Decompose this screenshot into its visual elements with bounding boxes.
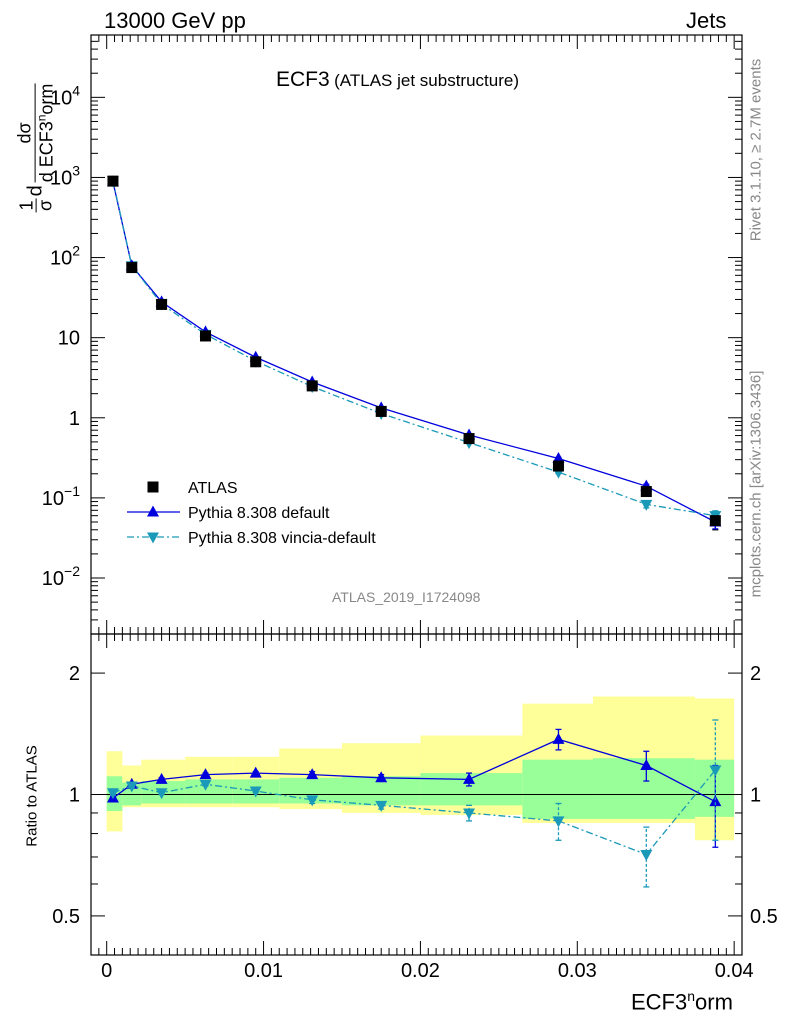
top-point-atlas-1 bbox=[126, 262, 138, 274]
top-ytick-label-0: 10−2 bbox=[42, 563, 80, 590]
legend-marker-2 bbox=[147, 532, 159, 544]
ratio-point-pythia_vincia-1 bbox=[125, 781, 138, 793]
top-point-atlas-6 bbox=[375, 405, 387, 417]
top-point-atlas-8 bbox=[552, 460, 564, 472]
top-point-atlas-7 bbox=[463, 433, 475, 445]
top-ytick-label-6: 104 bbox=[50, 82, 80, 109]
y-d: d bbox=[24, 185, 47, 197]
legend-label-0: ATLAS bbox=[188, 480, 238, 497]
plot-title-sub: (ATLAS jet substructure) bbox=[334, 71, 519, 90]
beam-energy-label: 13000 GeV pp bbox=[104, 8, 246, 33]
rivet-version-label: Rivet 3.1.10, ≥ 2.7M events bbox=[747, 58, 765, 242]
ratio-ytick-label-left-2: 2 bbox=[69, 663, 80, 685]
y-sup: n bbox=[34, 114, 49, 122]
ratio-uncertainty-bands bbox=[106, 696, 735, 841]
ratio-point-pythia_vincia-8 bbox=[552, 816, 565, 828]
y-frac-num: 1 bbox=[16, 200, 37, 211]
top-point-atlas-3 bbox=[200, 330, 212, 342]
top-ytick-label-4: 102 bbox=[50, 243, 80, 270]
plot-title: ECF3 (ATLAS jet substructure) bbox=[276, 68, 519, 92]
ratio-ytick-label-right-0: 0.5 bbox=[750, 906, 778, 928]
ratio-point-pythia_vincia-7 bbox=[463, 808, 476, 820]
legend-label-2: Pythia 8.308 vincia-default bbox=[188, 530, 376, 547]
x-axis-label-sup: n bbox=[687, 988, 696, 1004]
top-ytick-base: 10 bbox=[42, 568, 64, 590]
top-ytick-base: 10 bbox=[50, 167, 72, 189]
top-point-pythia_vincia-9 bbox=[640, 499, 653, 511]
ratio-point-pythia_default-9 bbox=[640, 759, 653, 771]
ratio-point-pythia_default-7 bbox=[463, 772, 476, 784]
ratio-ytick-label-right-1: 1 bbox=[750, 785, 761, 807]
x-axis-label: ECF3norm bbox=[631, 988, 733, 1015]
top-point-atlas-0 bbox=[107, 175, 119, 187]
top-point-atlas-5 bbox=[306, 380, 318, 392]
ratio-panel-series bbox=[106, 719, 722, 888]
legend: ATLAS Pythia 8.308 default Pythia 8.308 vi… bbox=[127, 480, 376, 547]
top-y-axis-label: 1 σ d dσ d ECF3norm bbox=[14, 83, 57, 213]
xtick-label-2: 0.02 bbox=[401, 960, 440, 982]
ratio-axis-label: Ratio to ATLAS bbox=[23, 745, 41, 847]
ratio-point-pythia_vincia-4 bbox=[249, 786, 262, 798]
ratio-ytick-label-right-2: 2 bbox=[750, 663, 761, 685]
ratio-point-pythia_default-2 bbox=[155, 772, 168, 784]
top-ytick-exp: 3 bbox=[72, 162, 80, 178]
y-dsigma-den: d ECF3 bbox=[36, 121, 57, 183]
top-ytick-label-2: 1 bbox=[69, 408, 80, 430]
ratio-point-pythia_vincia-5 bbox=[306, 795, 319, 807]
top-line-pythia_vincia bbox=[112, 180, 716, 517]
top-ytick-exp: 2 bbox=[72, 243, 80, 259]
top-line-pythia_default bbox=[112, 181, 716, 523]
xtick-label-3: 0.03 bbox=[558, 960, 597, 982]
ratio-point-pythia_default-6 bbox=[375, 771, 388, 783]
ratio-line-pythia_vincia bbox=[112, 769, 716, 856]
axes-frame bbox=[90, 34, 743, 956]
top-ytick-label-3: 10 bbox=[58, 328, 80, 350]
top-ytick-exp: 4 bbox=[72, 82, 80, 98]
top-ytick-base: 10 bbox=[50, 248, 72, 270]
legend-label-1: Pythia 8.308 default bbox=[188, 505, 330, 522]
top-point-atlas-4 bbox=[250, 356, 262, 368]
top-point-pythia_default-8 bbox=[552, 452, 565, 464]
top-ytick-exp: −2 bbox=[64, 563, 80, 579]
ratio-point-pythia_default-5 bbox=[306, 768, 319, 780]
top-ytick-label-1: 10−1 bbox=[42, 483, 80, 510]
ratio-ytick-label-left-0: 0.5 bbox=[52, 906, 80, 928]
y-suffix: orm bbox=[36, 83, 57, 115]
ratio-point-pythia_vincia-0 bbox=[106, 788, 119, 800]
ratio-point-pythia_default-4 bbox=[249, 766, 262, 778]
xtick-label-4: 0.04 bbox=[715, 960, 754, 982]
ratio-ytick-label-left-1: 1 bbox=[69, 785, 80, 807]
ratio-point-pythia_vincia-2 bbox=[155, 788, 168, 800]
ratio-point-pythia_vincia-3 bbox=[199, 779, 212, 791]
xtick-label-1: 0.01 bbox=[244, 960, 283, 982]
ratio-point-pythia_vincia-6 bbox=[375, 800, 388, 812]
top-point-atlas-2 bbox=[156, 298, 168, 310]
y-dsigma-num: dσ bbox=[14, 122, 35, 144]
ratio-point-pythia_default-8 bbox=[552, 732, 565, 744]
analysis-id: ATLAS_2019_I1724098 bbox=[332, 589, 481, 605]
y-frac-den: σ bbox=[35, 199, 56, 211]
top-panel-series bbox=[106, 175, 722, 531]
ratio-point-pythia_vincia-9 bbox=[640, 849, 653, 861]
legend-marker-0 bbox=[147, 481, 159, 493]
top-ytick-exp: −1 bbox=[64, 483, 80, 499]
top-point-atlas-9 bbox=[640, 486, 652, 498]
x-axis-label-base: ECF3 bbox=[631, 989, 688, 1015]
ratio-point-pythia_default-10 bbox=[709, 795, 722, 807]
legend-marker-1 bbox=[147, 505, 159, 517]
top-ytick-label-5: 103 bbox=[50, 162, 80, 189]
top-point-atlas-10 bbox=[709, 515, 721, 527]
xtick-label-0: 0 bbox=[101, 960, 112, 982]
mcplots-label: mcplots.cern.ch [arXiv:1306.3436] bbox=[747, 370, 765, 598]
ratio-point-pythia_default-3 bbox=[199, 768, 212, 780]
process-label: Jets bbox=[686, 8, 727, 33]
ratio-band-inner-8 bbox=[522, 759, 593, 819]
plot-title-main: ECF3 bbox=[276, 68, 330, 91]
top-ytick-base: 10 bbox=[42, 488, 64, 510]
x-axis-label-suffix: orm bbox=[695, 989, 733, 1015]
ratio-point-pythia_vincia-10 bbox=[709, 765, 722, 777]
top-ytick-base: 10 bbox=[50, 87, 72, 109]
